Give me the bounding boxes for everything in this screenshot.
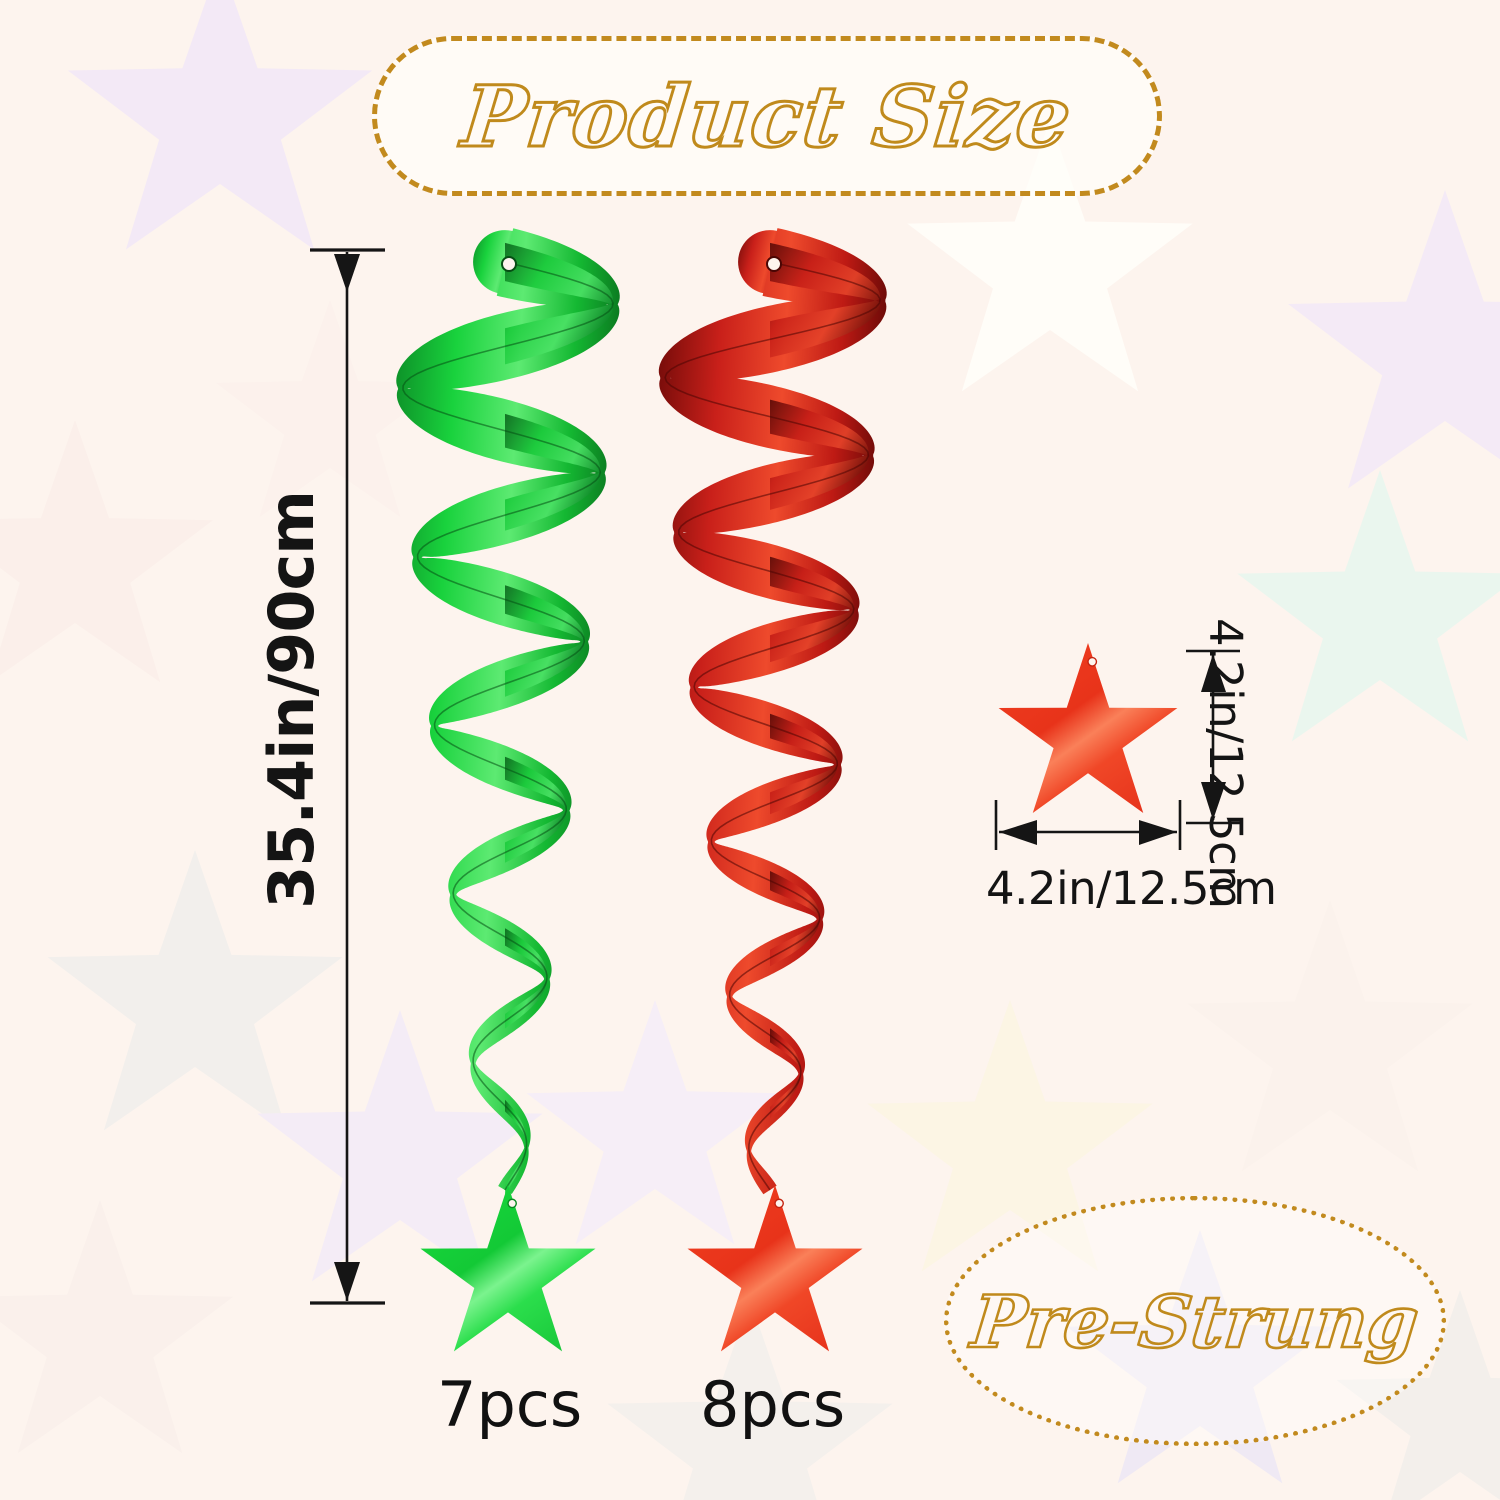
red-star-ornament — [687, 1185, 863, 1352]
background-star — [607, 1300, 893, 1500]
background-star — [1336, 1290, 1500, 1500]
background-star — [1187, 900, 1473, 1172]
background-star — [215, 300, 445, 518]
swirl-shade — [770, 242, 881, 358]
background-star — [526, 1000, 784, 1245]
swirl-shade — [770, 1028, 801, 1119]
swirl-shade — [505, 928, 547, 1029]
swirl-shade — [770, 556, 854, 663]
swirl-shade — [505, 756, 567, 863]
green-count-label: 7pcs — [437, 1368, 583, 1441]
background-star — [257, 1010, 543, 1282]
swirl-shade — [505, 413, 601, 531]
dimension-arrowheads — [334, 254, 1226, 1301]
green-star-ornament — [420, 1185, 596, 1352]
hanging-hole-icon — [501, 256, 517, 272]
red-swirl-streamer — [658, 228, 887, 1195]
background-star — [867, 1000, 1153, 1272]
star-width-label: 4.2in/12.5cm — [986, 862, 1277, 915]
swirl-crease — [402, 261, 614, 1191]
background-star — [1288, 190, 1500, 489]
star-shape — [420, 1185, 596, 1352]
red-star-sample — [998, 643, 1178, 814]
swirl-shade — [505, 242, 613, 365]
green-swirl-streamer — [396, 228, 620, 1195]
swirl-shade — [770, 399, 869, 510]
background-star — [1237, 470, 1500, 742]
star-shape — [687, 1185, 863, 1352]
swirl-crease — [664, 261, 881, 1191]
background-star — [47, 850, 343, 1131]
pre-strung-badge: Pre-Strung — [944, 1196, 1446, 1446]
swirl-shade — [770, 713, 838, 815]
hanging-hole-icon — [1087, 656, 1098, 667]
background-star — [0, 1200, 234, 1454]
background-star — [907, 120, 1193, 392]
hanging-hole-icon — [766, 256, 782, 272]
swirl-ribbon — [396, 228, 620, 1195]
hanging-hole-icon — [774, 1198, 784, 1209]
star-shape — [998, 643, 1178, 814]
product-size-badge: Product Size — [372, 36, 1162, 196]
swirl-shade — [505, 585, 585, 697]
background-star — [0, 420, 213, 683]
height-dimension-line — [310, 248, 385, 1305]
hanging-hole-icon — [507, 1198, 517, 1209]
swirl-shade — [505, 1099, 527, 1195]
red-count-label: 8pcs — [700, 1368, 846, 1441]
swirl-shade — [770, 871, 820, 967]
background-star — [67, 0, 373, 250]
